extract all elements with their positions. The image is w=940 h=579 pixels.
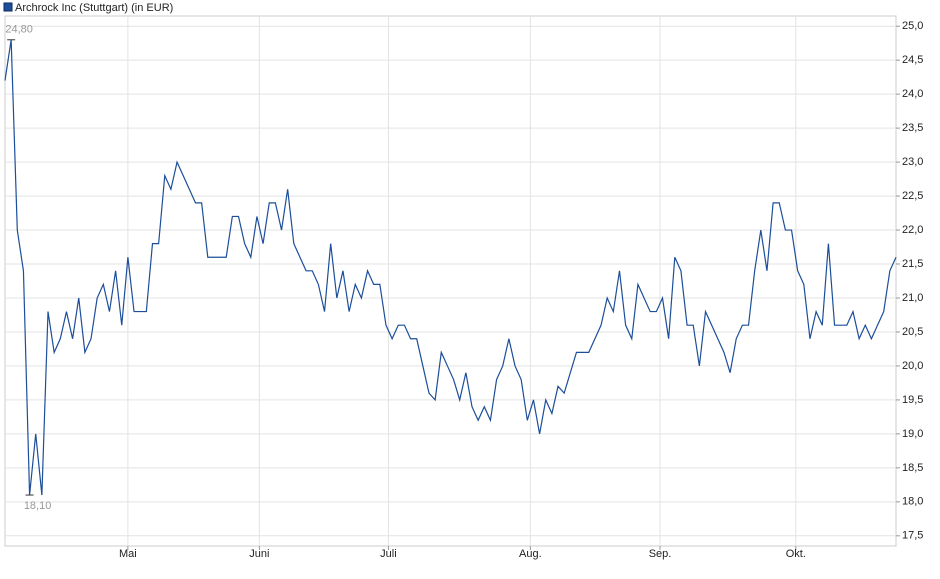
y-tick-label: 22,0 <box>902 224 923 236</box>
x-tick-label: Juni <box>249 548 269 560</box>
y-tick-label: 24,5 <box>902 54 923 66</box>
y-tick-label: 19,5 <box>902 394 923 406</box>
y-tick-label: 23,0 <box>902 156 923 168</box>
y-tick-label: 22,5 <box>902 190 923 202</box>
x-tick-label: Sep. <box>649 548 672 560</box>
price-line <box>4 39 897 496</box>
y-tick-label: 20,5 <box>902 326 923 338</box>
y-tick-label: 23,5 <box>902 122 923 134</box>
x-tick-label: Juli <box>380 548 397 560</box>
y-tick-label: 19,0 <box>902 428 923 440</box>
y-tick-label: 25,0 <box>902 20 923 32</box>
legend-swatch <box>3 2 13 12</box>
x-tick-label: Mai <box>119 548 137 560</box>
y-tick-label: 17,5 <box>902 530 923 542</box>
y-tick-label: 24,0 <box>902 88 923 100</box>
y-tick-label: 18,0 <box>902 496 923 508</box>
annotation-label: 18,10 <box>24 500 52 512</box>
y-tick-label: 20,0 <box>902 360 923 372</box>
y-tick-label: 18,5 <box>902 462 923 474</box>
plot-frame <box>4 15 897 547</box>
x-tick-label: Aug. <box>519 548 542 560</box>
annotation-label: 24,80 <box>5 24 33 36</box>
x-tick-label: Okt. <box>786 548 806 560</box>
y-tick-label: 21,5 <box>902 258 923 270</box>
legend-label: Archrock Inc (Stuttgart) (in EUR) <box>15 2 173 14</box>
y-tick-label: 21,0 <box>902 292 923 304</box>
